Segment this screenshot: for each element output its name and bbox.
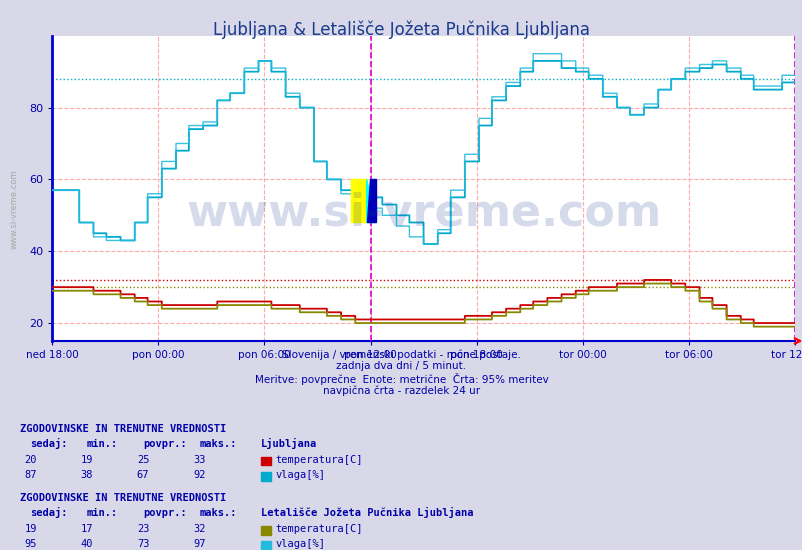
Text: 97: 97 bbox=[192, 539, 205, 549]
Text: 73: 73 bbox=[136, 539, 149, 549]
Text: Ljubljana: Ljubljana bbox=[261, 438, 317, 449]
Text: sedaj:: sedaj: bbox=[30, 438, 68, 449]
Polygon shape bbox=[367, 179, 376, 223]
Text: 23: 23 bbox=[136, 524, 149, 534]
Text: 33: 33 bbox=[192, 454, 205, 465]
Text: povpr.:: povpr.: bbox=[143, 439, 186, 449]
Text: 19: 19 bbox=[80, 454, 93, 465]
Text: temperatura[C]: temperatura[C] bbox=[275, 524, 363, 534]
Text: 87: 87 bbox=[24, 470, 37, 480]
Text: Letališče Jožeta Pučnika Ljubljana: Letališče Jožeta Pučnika Ljubljana bbox=[261, 508, 473, 519]
Text: 38: 38 bbox=[80, 470, 93, 480]
Text: ZGODOVINSKE IN TRENUTNE VREDNOSTI: ZGODOVINSKE IN TRENUTNE VREDNOSTI bbox=[20, 424, 226, 434]
Text: maks.:: maks.: bbox=[199, 439, 237, 449]
Text: vlaga[%]: vlaga[%] bbox=[275, 539, 325, 549]
Text: www.si-vreme.com: www.si-vreme.com bbox=[186, 191, 660, 234]
Text: 17: 17 bbox=[80, 524, 93, 534]
Text: 19: 19 bbox=[24, 524, 37, 534]
Text: zadnja dva dni / 5 minut.: zadnja dva dni / 5 minut. bbox=[336, 361, 466, 371]
Text: 67: 67 bbox=[136, 470, 149, 480]
Polygon shape bbox=[367, 179, 376, 223]
Text: povpr.:: povpr.: bbox=[143, 508, 186, 519]
Text: 40: 40 bbox=[80, 539, 93, 549]
Text: vlaga[%]: vlaga[%] bbox=[275, 470, 325, 480]
Text: Meritve: povprečne  Enote: metrične  Črta: 95% meritev: Meritve: povprečne Enote: metrične Črta:… bbox=[254, 373, 548, 386]
Text: 25: 25 bbox=[136, 454, 149, 465]
Text: min.:: min.: bbox=[87, 439, 118, 449]
Text: 95: 95 bbox=[24, 539, 37, 549]
Text: Ljubljana & Letališče Jožeta Pučnika Ljubljana: Ljubljana & Letališče Jožeta Pučnika Lju… bbox=[213, 21, 589, 40]
Text: 20: 20 bbox=[24, 454, 37, 465]
Text: min.:: min.: bbox=[87, 508, 118, 519]
Text: ZGODOVINSKE IN TRENUTNE VREDNOSTI: ZGODOVINSKE IN TRENUTNE VREDNOSTI bbox=[20, 493, 226, 503]
Text: sedaj:: sedaj: bbox=[30, 508, 68, 519]
Text: 32: 32 bbox=[192, 524, 205, 534]
Text: temperatura[C]: temperatura[C] bbox=[275, 454, 363, 465]
Text: navpična črta - razdelek 24 ur: navpična črta - razdelek 24 ur bbox=[322, 386, 480, 396]
Text: maks.:: maks.: bbox=[199, 508, 237, 519]
Polygon shape bbox=[350, 179, 367, 223]
Text: www.si-vreme.com: www.si-vreme.com bbox=[10, 169, 18, 249]
Text: 92: 92 bbox=[192, 470, 205, 480]
Text: Slovenija / vremenski podatki - ročne postaje.: Slovenija / vremenski podatki - ročne po… bbox=[282, 349, 520, 360]
